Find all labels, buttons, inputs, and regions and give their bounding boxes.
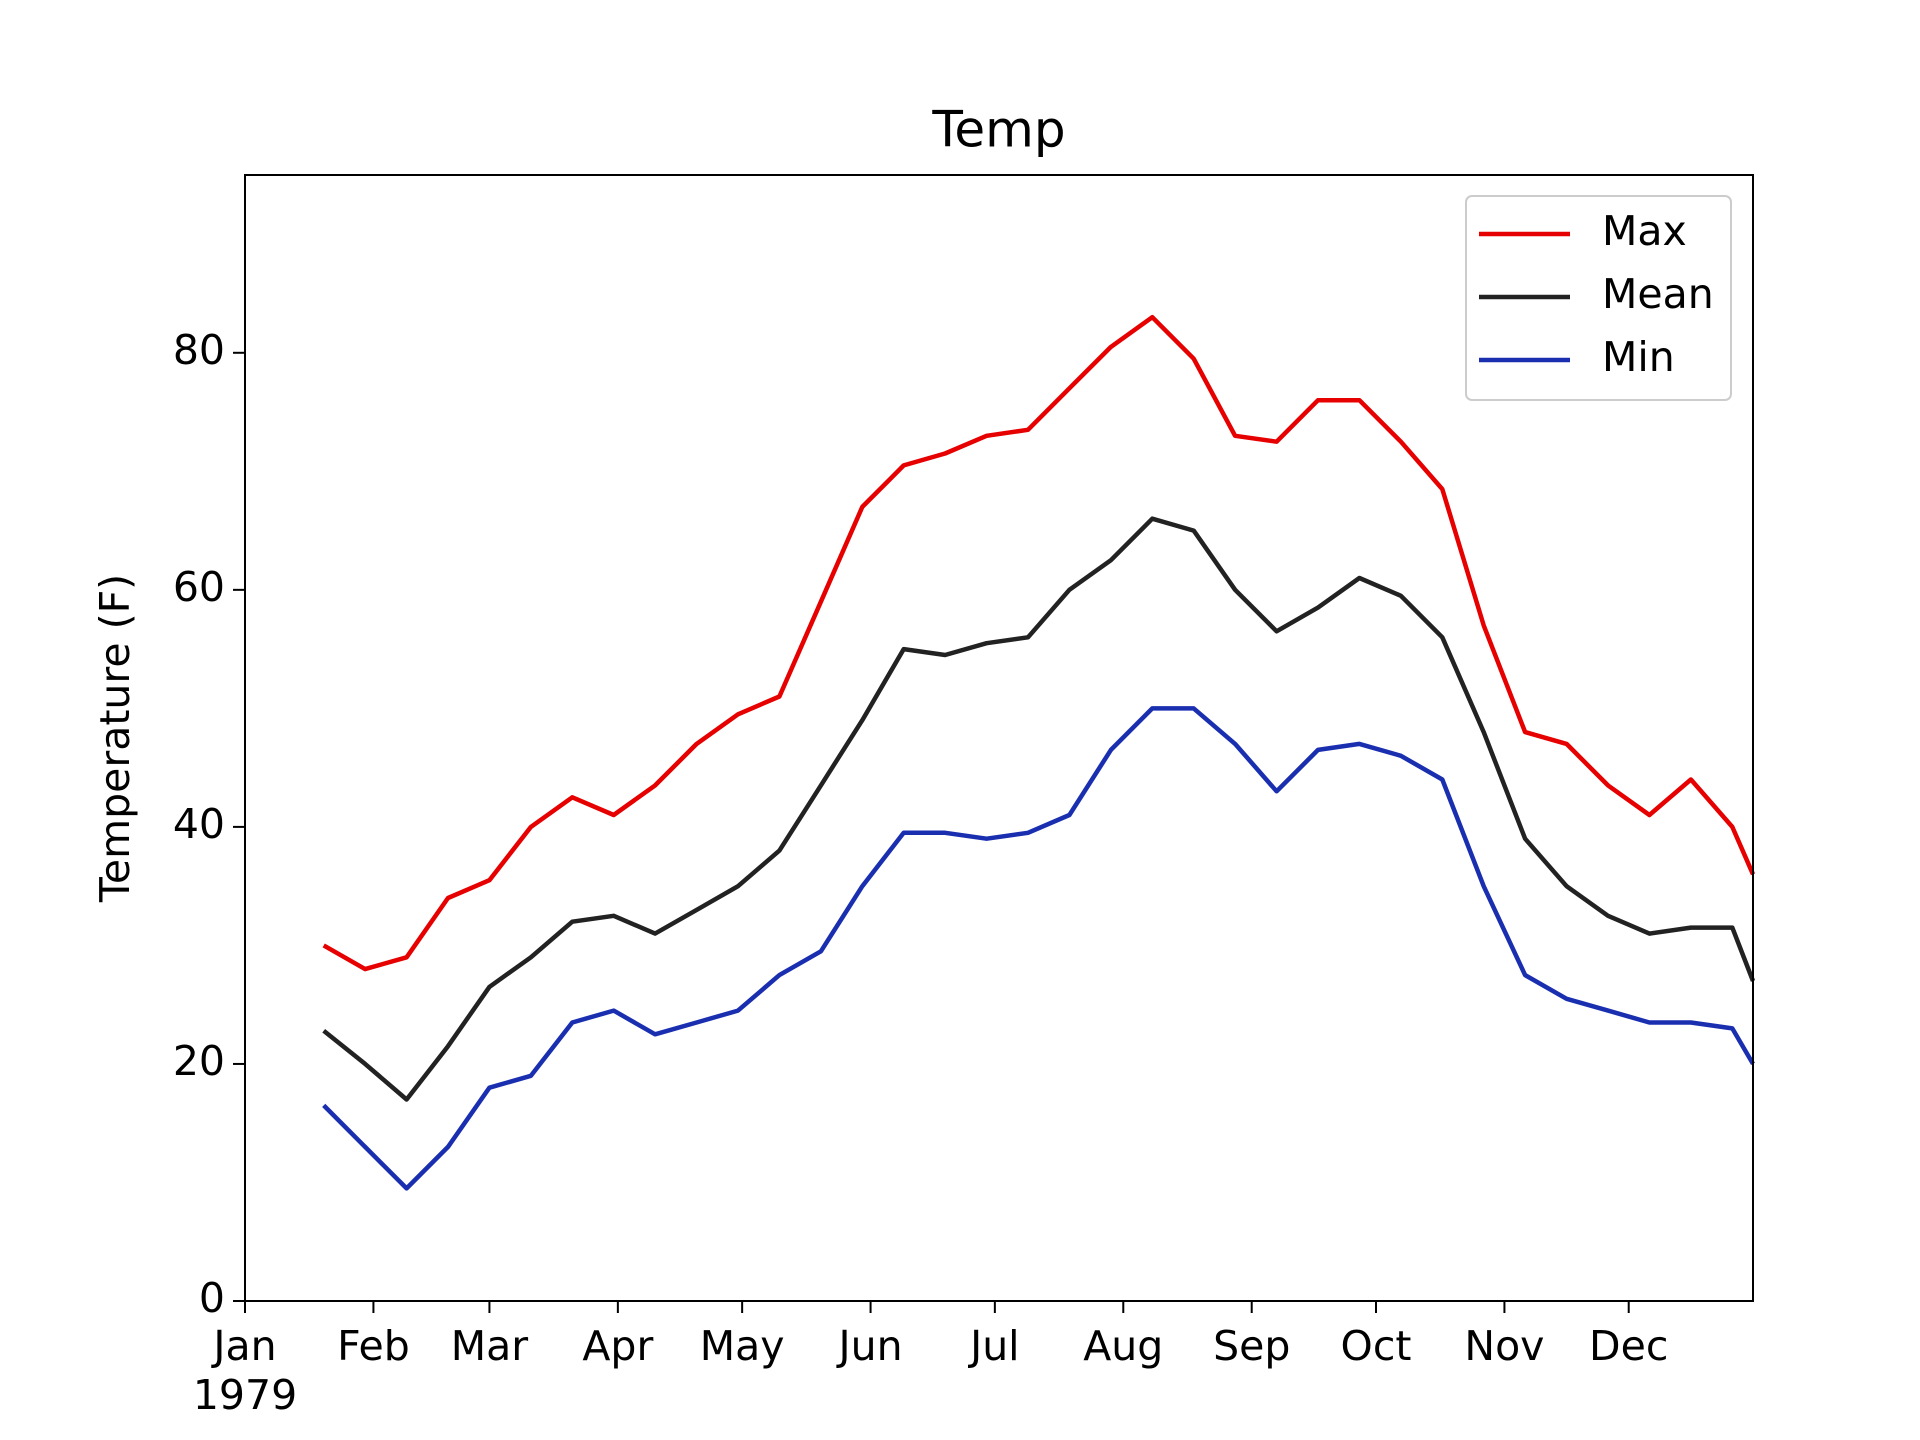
line-series (322, 516, 1756, 1102)
x-year-label: 1979 (193, 1371, 297, 1419)
x-tick-label: Oct (1341, 1322, 1412, 1370)
line-series (322, 706, 1755, 1191)
x-tick-label: Dec (1589, 1322, 1668, 1370)
x-tick-label: Jan (210, 1322, 276, 1370)
x-tick-label: Aug (1083, 1322, 1163, 1370)
x-tick-label: Apr (582, 1322, 653, 1370)
x-tick-label: Nov (1464, 1322, 1544, 1370)
y-axis-label: Temperature (F) (91, 574, 139, 903)
y-tick-label: 20 (173, 1037, 225, 1085)
line-series (322, 314, 1756, 972)
y-tick-label: 80 (173, 326, 225, 374)
x-tick-label: May (700, 1322, 785, 1370)
chart-title: Temp (931, 101, 1065, 159)
legend-label: Min (1602, 333, 1675, 381)
legend-box (1465, 195, 1732, 401)
x-tick-label: Feb (337, 1322, 410, 1370)
plot-frame (244, 174, 1754, 1302)
y-tick-label: 40 (173, 800, 225, 848)
y-tick-label: 0 (199, 1274, 225, 1322)
y-tick-label: 60 (173, 563, 225, 611)
legend-label: Mean (1602, 270, 1714, 318)
x-tick-label: Jun (836, 1322, 903, 1370)
x-tick-label: Sep (1213, 1322, 1290, 1370)
legend-label: Max (1602, 207, 1687, 255)
x-tick-label: Jul (967, 1322, 1019, 1370)
x-tick-label: Mar (451, 1322, 528, 1370)
